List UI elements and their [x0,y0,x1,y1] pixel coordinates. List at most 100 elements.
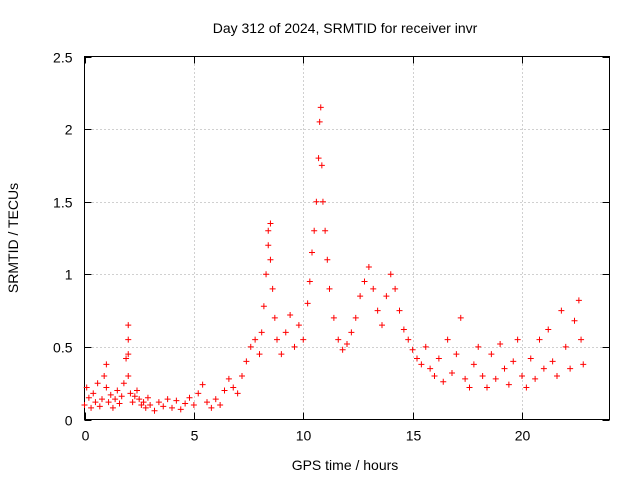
data-point [527,355,534,362]
data-point [160,403,167,410]
data-point [287,311,294,318]
data-point [92,399,99,406]
data-point [466,384,473,391]
data-point [99,396,105,403]
x-tick-label: 10 [296,428,312,444]
x-tick-label: 15 [406,428,422,444]
data-point [300,336,307,343]
data-point [457,314,464,321]
data-point [190,401,197,408]
data-point [578,336,585,343]
data-point [580,361,587,368]
data-point [304,300,311,307]
data-point [217,401,224,408]
data-point [501,365,508,372]
data-point [387,271,394,278]
data-point [282,329,289,336]
data-point [195,390,202,397]
data-point [379,322,385,329]
data-point [129,399,136,406]
data-point [263,271,270,278]
data-point [326,285,333,292]
data-point [136,396,143,403]
data-point [147,401,154,408]
data-point [545,326,552,333]
data-point [505,381,512,388]
data-point [169,404,175,411]
data-point [131,393,138,400]
data-point [554,372,560,379]
data-point [243,358,250,365]
data-point [484,384,490,391]
data-point [94,380,101,387]
data-point [269,285,276,292]
data-point [492,375,499,382]
data-point [427,365,434,372]
data-point [164,396,171,403]
data-point [435,355,442,362]
data-point [392,285,399,292]
data-point [400,326,407,333]
tick-labels: 0 5 10 15 20 0 0.5 1 1.5 2 2.5 [53,50,530,444]
data-point [114,387,121,394]
data-point [470,361,477,368]
y-axis-label: SRMTID / TECUs [5,183,21,293]
data-point [370,285,377,292]
y-tick-label: 1.5 [53,195,73,211]
data-point [383,293,390,300]
data-point [103,384,110,391]
y-tick-label: 0.5 [53,340,73,356]
data-point [103,361,110,368]
data-point [431,372,438,379]
data-point [265,227,272,234]
data-point [125,322,132,329]
data-point [536,336,543,343]
data-point [252,336,259,343]
data-point [182,400,189,407]
data-point [291,343,298,350]
x-axis-label: GPS time / hours [292,457,399,473]
data-point [212,396,219,403]
data-point [267,220,274,227]
data-point [571,317,578,324]
data-point [344,340,350,347]
data-point [256,351,263,358]
data-point [322,227,329,234]
data-point [125,351,132,358]
data-point [361,278,368,285]
data-point [177,406,184,413]
data-point [405,336,412,343]
data-point [225,375,232,382]
data-point [208,404,215,411]
data-point [324,256,331,263]
data-point [330,314,337,321]
data-point [123,355,130,362]
data-point [497,340,504,347]
data-point [339,346,346,353]
data-point [549,358,556,365]
data-point [519,372,525,379]
data-point [514,336,521,343]
data-point [81,401,88,408]
data-point [558,307,565,314]
data-point [510,358,517,365]
data-point [422,343,429,350]
data-point [221,387,228,394]
data-point [234,390,241,397]
data-point [348,329,355,336]
y-tick-label: 2 [65,122,73,138]
data-point [540,365,547,372]
data-point [316,118,323,125]
x-tick-label: 20 [515,428,531,444]
data-point [120,380,127,387]
data-point [575,297,582,304]
data-point [230,384,237,391]
data-point [112,396,119,403]
data-point [144,394,151,401]
data-point [134,387,140,394]
data-point [155,399,162,406]
data-point [125,372,132,379]
data-point [357,293,364,300]
data-point [523,384,530,391]
data-point [88,404,95,411]
